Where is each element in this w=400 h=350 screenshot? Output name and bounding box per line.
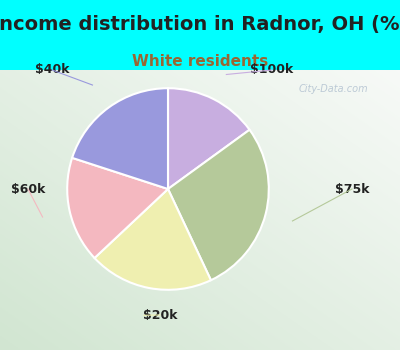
Text: Income distribution in Radnor, OH (%): Income distribution in Radnor, OH (%) — [0, 15, 400, 34]
Wedge shape — [67, 158, 168, 258]
Text: White residents: White residents — [132, 54, 268, 69]
Text: City-Data.com: City-Data.com — [298, 84, 368, 94]
Text: $20k: $20k — [143, 308, 177, 322]
Wedge shape — [94, 189, 211, 290]
Text: $60k: $60k — [11, 182, 45, 196]
Text: $40k: $40k — [35, 63, 69, 77]
Wedge shape — [168, 88, 250, 189]
Wedge shape — [72, 88, 168, 189]
Text: $100k: $100k — [250, 63, 294, 77]
Wedge shape — [168, 130, 269, 280]
Text: $75k: $75k — [335, 182, 369, 196]
